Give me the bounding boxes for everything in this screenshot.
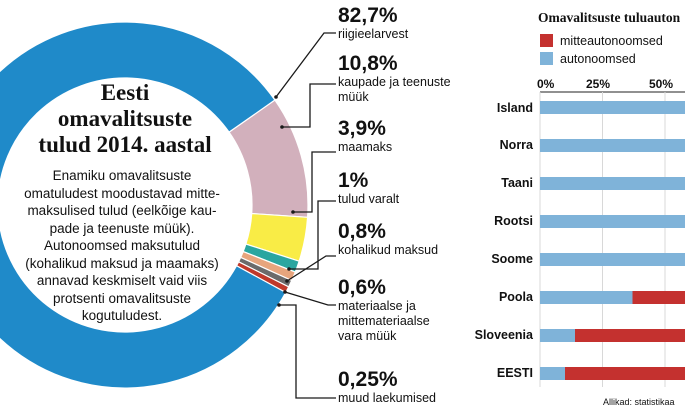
legend-swatch	[540, 52, 553, 65]
leader-dot	[280, 125, 284, 129]
segment-value: 0,6%	[338, 276, 386, 299]
bar-autonoomsed-rootsi	[540, 215, 685, 228]
legend-item-autonoomsed: autonoomsed	[540, 52, 636, 66]
leader-dot	[274, 95, 278, 99]
segment-value: 0,25%	[338, 368, 398, 391]
segment-text: kohalikud maksud	[338, 243, 439, 257]
description-line: Enamiku omavalitsuste	[52, 168, 192, 183]
x-tick-label: 50%	[649, 77, 674, 91]
leader-line	[282, 83, 336, 128]
segment-value: 1%	[338, 169, 369, 192]
legend-item-mitteautonoomsed: mitteautonoomsed	[540, 34, 663, 48]
segment-text: kaupade ja teenuste	[338, 75, 451, 89]
donut-title-line: tulud 2014. aastal	[38, 132, 212, 157]
segment-label-kohalikud-maksud: 0,8% kohalikud maksud	[338, 221, 438, 258]
x-tick-label: 25%	[586, 77, 611, 91]
description-line: (kohalikud maksud ja maamaks)	[25, 255, 219, 271]
segment-text: müük	[338, 90, 369, 104]
bar-chart-title: Omavalitsuste tuluauton	[538, 10, 681, 25]
leader-dot	[287, 267, 291, 271]
legend-swatch	[540, 34, 553, 47]
bar-autonoomsed-sloveenia	[540, 329, 575, 342]
bar-autonoomsed-soome	[540, 253, 685, 266]
segment-value: 82,7%	[338, 4, 398, 27]
bar-autonoomsed-island	[540, 101, 685, 114]
bar-autonoomsed-eesti	[540, 367, 565, 380]
segment-text: muud laekumised	[338, 391, 436, 405]
category-label: Rootsi	[494, 214, 533, 228]
segment-label-kaupade: 10,8% kaupade ja teenuste müük	[338, 53, 451, 105]
description-line: kogutuludest.	[81, 308, 163, 323]
leader-dot	[285, 279, 289, 283]
segment-label-tulud-varalt: 1% tulud varalt	[338, 170, 399, 207]
segment-text: tulud varalt	[338, 192, 400, 206]
category-label: Taani	[501, 176, 533, 190]
bar-mitteautonoomsed-poola	[632, 291, 685, 304]
segment-text: materiaalse ja	[338, 299, 416, 313]
donut-segment-riigieelarvest	[0, 21, 287, 389]
description-line: omatuludest moodustavad mitte-	[24, 185, 220, 201]
category-label: Soome	[491, 252, 533, 266]
leader-line	[293, 151, 336, 213]
category-label: Norra	[499, 138, 533, 152]
bar-autonoomsed-taani	[540, 177, 685, 190]
segment-value: 10,8%	[338, 52, 398, 75]
bar-mitteautonoomsed-sloveenia	[575, 329, 685, 342]
leader-line	[279, 304, 336, 399]
leader-dot	[283, 290, 287, 294]
category-label: Island	[496, 101, 533, 115]
description-line: maksulised tulud (eelkõige kau-	[27, 203, 217, 218]
description-line: protsenti omavalitsuste	[52, 290, 192, 306]
leader-line	[289, 200, 336, 270]
segment-label-maamaks: 3,9% maamaks	[338, 118, 392, 155]
leader-line	[284, 291, 336, 306]
segment-text: vara müük	[338, 329, 397, 343]
description-line: annavad keskmiselt vaid viis	[36, 273, 208, 288]
segment-value: 3,9%	[338, 117, 386, 140]
donut-title-line: omavalitsuste	[57, 106, 193, 131]
leader-line	[286, 255, 336, 282]
category-label: Sloveenia	[474, 328, 533, 342]
donut-title-line: Eesti	[100, 80, 150, 105]
segment-text: maamaks	[338, 140, 393, 154]
donut-title: Eesti omavalitsuste tulud 2014. aastal	[0, 80, 250, 158]
bar-autonoomsed-poola	[540, 291, 633, 304]
bar-autonoomsed-norra	[540, 139, 685, 152]
segment-label-vara-myyk: 0,6% materiaalse ja mittemateriaalse var…	[338, 277, 430, 344]
segment-label-muud: 0,25% muud laekumised	[338, 369, 436, 406]
segment-label-riigieelarvest: 82,7% riigieelarvest	[338, 5, 408, 42]
leader-dot	[277, 303, 281, 307]
legend-label: autonoomsed	[560, 52, 636, 66]
segment-text: mittemateriaalse	[338, 314, 430, 328]
donut-description: Enamiku omavalitsuste omatuludest moodus…	[0, 167, 250, 325]
legend-label: mitteautonoomsed	[560, 34, 663, 48]
description-line: pade ja teenuste müük).	[49, 220, 195, 236]
category-label: EESTI	[496, 366, 533, 380]
category-label: Poola	[498, 290, 533, 304]
source-note: Allikad: statistikaa	[603, 397, 675, 407]
segment-value: 0,8%	[338, 220, 386, 243]
leader-line	[275, 32, 336, 98]
description-line: Autonoomsed maksutulud	[43, 238, 201, 253]
x-tick-label: 0%	[537, 77, 555, 91]
leader-dot	[291, 210, 295, 214]
segment-text: riigieelarvest	[338, 27, 409, 41]
bar-mitteautonoomsed-eesti	[565, 367, 685, 380]
